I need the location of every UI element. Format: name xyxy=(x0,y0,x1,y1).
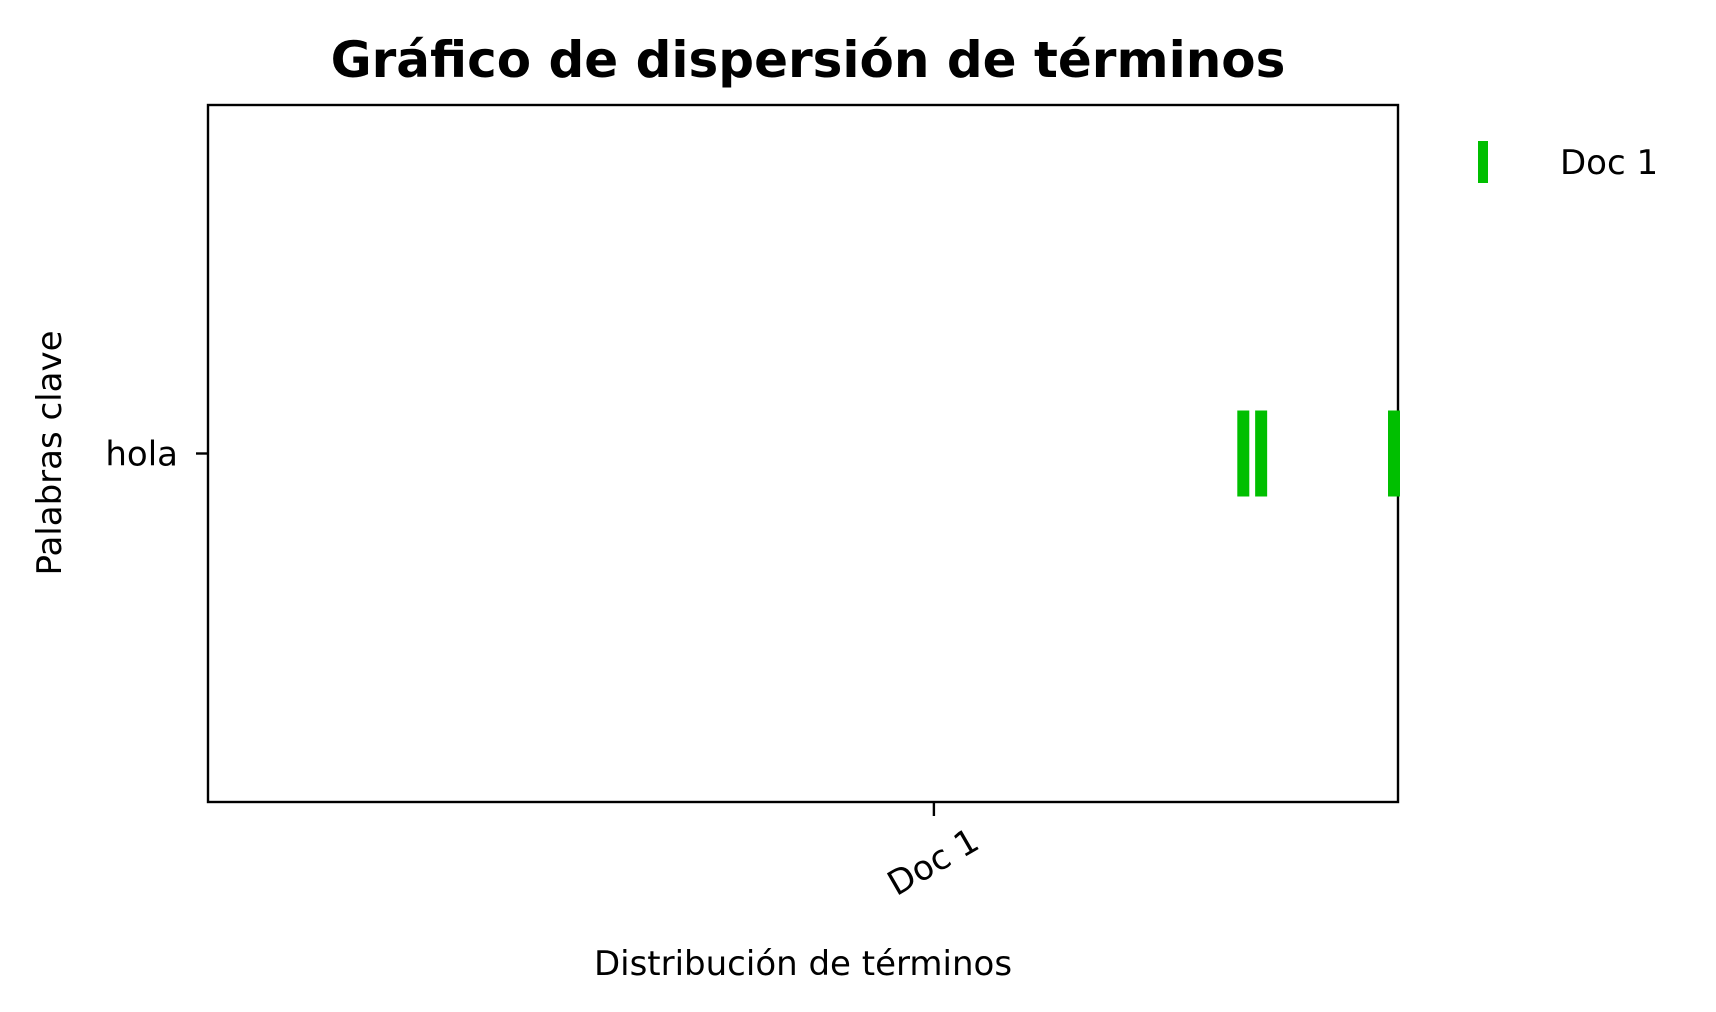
y-axis: hola xyxy=(105,435,208,475)
legend-label: Doc 1 xyxy=(1560,143,1658,183)
y-tick-label: hola xyxy=(105,435,178,475)
dispersion-mark xyxy=(1388,410,1400,497)
y-axis-label: Palabras clave xyxy=(30,330,70,575)
dispersion-mark xyxy=(1237,410,1250,497)
x-tick-label: Doc 1 xyxy=(881,821,986,905)
chart-title: Gráfico de dispersión de términos xyxy=(331,31,1286,89)
legend-marker xyxy=(1478,141,1488,183)
dispersion-mark xyxy=(1255,410,1268,497)
x-axis-label: Distribución de términos xyxy=(594,944,1012,984)
legend: Doc 1 xyxy=(1478,141,1658,183)
plot-area xyxy=(206,103,1400,804)
x-axis: Doc 1 xyxy=(881,802,986,904)
dispersion-marks xyxy=(1237,410,1400,497)
